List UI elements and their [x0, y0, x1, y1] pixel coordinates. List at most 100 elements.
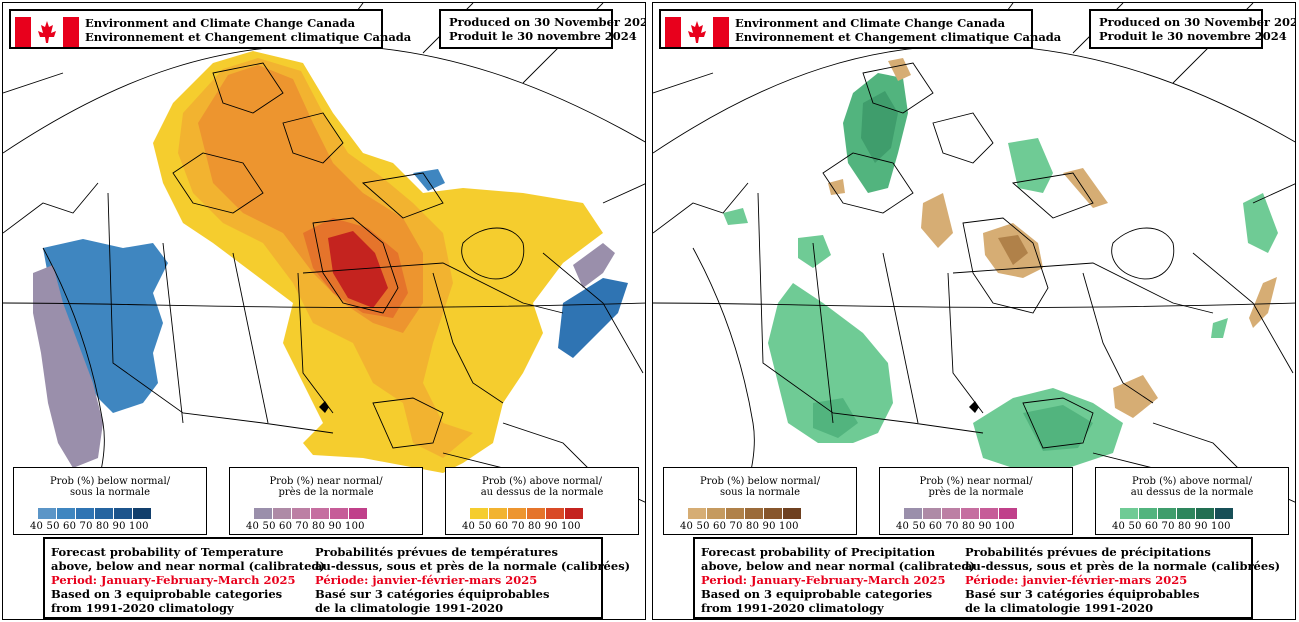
- legend-swatch: [527, 508, 546, 519]
- legend-swatch: [942, 508, 961, 519]
- legend-swatch: [133, 508, 152, 519]
- legend-above-normal: Prob (%) above normal/au dessus de la no…: [445, 467, 639, 535]
- legend-scale-values: 40 50 60 70 80 90 100: [246, 521, 365, 532]
- legend-below-normal: Prob (%) below normal/sous la normale 40…: [663, 467, 857, 535]
- info-fr-line2: au-dessus, sous et près de la normale (c…: [315, 559, 631, 573]
- info-en-line5: from 1991-2020 climatology: [701, 601, 884, 615]
- production-date-box: Produced on 30 November 2024 Produit le …: [439, 9, 646, 49]
- info-fr-line1: Probabilités prévues de précipitations: [965, 545, 1211, 559]
- above-normal-zone-w2: [723, 208, 748, 225]
- produced-date-fr: Produit le 30 novembre 2024: [449, 29, 637, 43]
- info-fr-line4: Basé sur 3 catégories équiprobables: [315, 587, 550, 601]
- legend-swatch: [565, 508, 584, 519]
- canada-flag-icon: [15, 17, 79, 47]
- org-name-en: Environment and Climate Change Canada: [735, 16, 1006, 30]
- above-normal-zone-west-inner: [813, 398, 858, 438]
- legend-swatch: [254, 508, 273, 519]
- temperature-forecast-panel: Environment and Climate Change Canada En…: [2, 2, 646, 620]
- legend-near-normal: Prob (%) near normal/près de la normale …: [229, 467, 423, 535]
- info-en-line4: Based on 3 equiprobable categories: [701, 587, 933, 601]
- legend-swatch: [688, 508, 707, 519]
- below-normal-zone-arctic: [888, 58, 911, 81]
- produced-date-en: Produced on 30 November 2024: [1099, 15, 1296, 29]
- legend-swatch: [489, 508, 508, 519]
- legend-swatch: [57, 508, 76, 519]
- info-en-line2: above, below and near normal (calibrated…: [51, 559, 325, 573]
- legend-swatch: [273, 508, 292, 519]
- info-fr-period: Période: janvier-février-mars 2025: [315, 573, 538, 587]
- legend-scale-values: 40 50 60 70 80 90 100: [30, 521, 149, 532]
- ottawa-marker: [969, 401, 979, 413]
- below-normal-zone-north: [921, 193, 953, 248]
- legend-swatch: [707, 508, 726, 519]
- header-box: Environment and Climate Change Canada En…: [9, 9, 411, 49]
- legend-color-bar: [688, 508, 802, 519]
- below-normal-zone-east-coast: [1113, 375, 1158, 418]
- org-name-fr: Environnement et Changement climatique C…: [85, 30, 412, 44]
- precipitation-forecast-panel: Environment and Climate Change Canada En…: [652, 2, 1296, 620]
- info-fr-line5: de la climatologie 1991-2020: [315, 601, 504, 615]
- legend-color-bar: [254, 508, 368, 519]
- legend-scale-values: 40 50 60 70 80 90 100: [896, 521, 1015, 532]
- info-fr-line5: de la climatologie 1991-2020: [965, 601, 1154, 615]
- legend-below-normal: Prob (%) below normal/sous la normale 40…: [13, 467, 207, 535]
- legend-title: Prob (%) near normal/: [269, 476, 383, 487]
- org-name-fr: Environnement et Changement climatique C…: [735, 30, 1062, 44]
- production-date-box: Produced on 30 November 2024 Produit le …: [1089, 9, 1296, 49]
- legend-swatch: [1120, 508, 1139, 519]
- header-box: Environment and Climate Change Canada En…: [659, 9, 1061, 49]
- above-normal-zone-hudson: [1008, 138, 1053, 193]
- above-normal-zone-west: [768, 283, 893, 443]
- info-fr-line1: Probabilités prévues de températures: [315, 545, 558, 559]
- legend-swatch: [292, 508, 311, 519]
- legend-scale-values: 40 50 60 70 80 90 100: [680, 521, 799, 532]
- legend-title: Prob (%) above normal/: [482, 476, 602, 487]
- produced-date-fr: Produit le 30 novembre 2024: [1099, 29, 1287, 43]
- info-en-line1: Forecast probability of Temperature: [51, 545, 284, 559]
- legend-swatch: [961, 508, 980, 519]
- legend-swatch: [1158, 508, 1177, 519]
- below-normal-zone-labrador: [1249, 277, 1277, 328]
- info-fr-line2: au-dessus, sous et près de la normale (c…: [965, 559, 1281, 573]
- legend-color-bar: [1120, 508, 1234, 519]
- legend-color-bar: [470, 508, 584, 519]
- legend-swatch: [114, 508, 133, 519]
- info-en-line2: above, below and near normal (calibrated…: [701, 559, 975, 573]
- legend-swatch: [546, 508, 565, 519]
- above-normal-zone-prairie: [798, 235, 831, 268]
- legend-swatch: [764, 508, 783, 519]
- legend-swatch: [1139, 508, 1158, 519]
- legend-title: Prob (%) below normal/: [49, 476, 171, 487]
- legend-swatch: [726, 508, 745, 519]
- legend-swatch: [904, 508, 923, 519]
- legend-swatch: [980, 508, 999, 519]
- produced-date-en: Produced on 30 November 2024: [449, 15, 646, 29]
- below-normal-zone-small: [828, 179, 845, 195]
- legend-swatch: [76, 508, 95, 519]
- legend-swatch: [1196, 508, 1215, 519]
- legend-swatch: [38, 508, 57, 519]
- temperature-map: [3, 3, 645, 524]
- canada-flag-icon: [665, 17, 729, 47]
- below-normal-zone-center-inner: [998, 235, 1028, 265]
- near-normal-zone-coast: [33, 265, 103, 468]
- info-en-period: Period: January-February-March 2025: [51, 573, 296, 587]
- precipitation-map: [653, 3, 1295, 524]
- legend-color-bar: [38, 508, 152, 519]
- legend-subtitle: sous la normale: [69, 487, 151, 498]
- org-name-en: Environment and Climate Change Canada: [85, 16, 356, 30]
- legend-swatch: [783, 508, 802, 519]
- below-normal-zone-arctic: [413, 169, 445, 191]
- legend-subtitle: près de la normale: [928, 487, 1024, 498]
- legend-subtitle: près de la normale: [278, 487, 374, 498]
- legend-swatch: [923, 508, 942, 519]
- info-fr-period: Période: janvier-février-mars 2025: [965, 573, 1188, 587]
- temperature-probability-fields: [33, 51, 628, 473]
- precipitation-probability-fields: [723, 58, 1278, 473]
- info-en-line1: Forecast probability of Precipitation: [701, 545, 936, 559]
- legend-subtitle: sous la normale: [719, 487, 801, 498]
- near-normal-zone-east: [573, 243, 615, 288]
- legend-swatch: [508, 508, 527, 519]
- legend-swatch: [95, 508, 114, 519]
- ottawa-marker: [319, 401, 329, 413]
